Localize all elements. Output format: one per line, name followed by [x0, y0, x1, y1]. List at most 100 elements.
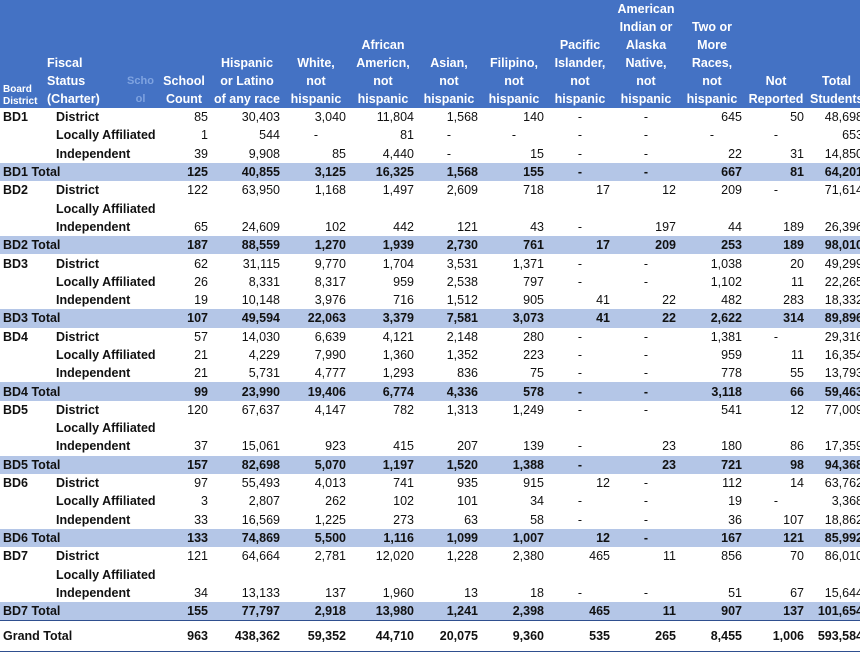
fiscal-status-cell: District — [56, 402, 100, 417]
value-cell: 209 — [613, 236, 679, 255]
value-cell: 22,265 — [824, 274, 860, 289]
value-cell: 653 — [842, 128, 860, 143]
fiscal-status-cell: District — [56, 329, 100, 344]
value-cell: - — [577, 256, 583, 271]
board-district-cell — [0, 126, 44, 144]
header-not-reported: Not Reported — [745, 0, 807, 108]
value-cell: - — [577, 402, 583, 417]
value-cell — [679, 419, 745, 437]
value-cell: 75 — [530, 366, 544, 381]
value-cell: 314 — [745, 309, 807, 328]
table-row: BD3 District 62 31,115 9,770 1,704 3,531 1,371 -… — [0, 254, 860, 272]
total-row: BD4 Total 99 23,990 19,406 6,774 4,336 578- -3,… — [0, 382, 860, 401]
value-cell: 1,313 — [446, 402, 478, 417]
value-cell: 30,403 — [241, 110, 280, 125]
value-cell: 3,118 — [679, 382, 745, 401]
row-label-cell: BD6 Total — [0, 528, 157, 548]
value-cell: 1,497 — [382, 183, 414, 198]
table-row: BD5 District 120 67,637 4,147 782 1,313 1,249 - -… — [0, 401, 860, 419]
value-cell: 107 — [783, 512, 804, 527]
value-cell: - — [577, 274, 583, 289]
value-cell: 541 — [721, 402, 742, 417]
value-cell: 2,609 — [446, 183, 478, 198]
header-school-count: School Count — [157, 0, 211, 108]
header-african-american: African Americn, not hispanic — [349, 0, 417, 108]
value-cell: 85,992 — [807, 528, 860, 548]
value-cell: 14 — [790, 476, 804, 491]
table-row: Independent 37 15,061 923 415 207 139 - 23 180 86 1… — [0, 437, 860, 455]
value-cell — [481, 419, 547, 437]
value-cell: - — [577, 494, 583, 509]
value-cell: 11 — [663, 549, 676, 564]
value-cell — [349, 199, 417, 217]
value-cell: 923 — [325, 439, 346, 454]
value-cell: 1,007 — [481, 528, 547, 548]
value-cell: 63,950 — [241, 183, 280, 198]
value-cell: 67,637 — [241, 402, 280, 417]
total-row: BD2 Total 187 88,559 1,270 1,939 2,730 761 17 20… — [0, 236, 860, 255]
value-cell: 23,990 — [211, 382, 283, 401]
value-cell: 4,121 — [382, 329, 414, 344]
header-row: Board District Fiscal Status (Charter) S… — [0, 0, 860, 108]
header-two-or-more: Two or More Races, not hispanic — [679, 0, 745, 108]
fiscal-status-cell: Independent — [56, 439, 131, 454]
value-cell: 262 — [325, 494, 346, 509]
value-cell: - — [547, 162, 613, 182]
value-cell: 465 — [547, 602, 613, 621]
value-cell: 63 — [464, 512, 478, 527]
fiscal-status-cell: Locally Affiliated — [56, 421, 156, 436]
value-cell: 102 — [325, 219, 346, 234]
board-district-cell: BD7 — [3, 549, 29, 564]
header-white: White, not hispanic — [283, 0, 349, 108]
value-cell: 593,584 — [807, 620, 860, 653]
value-cell: 39 — [194, 146, 208, 161]
value-cell: 24,609 — [241, 219, 280, 234]
value-cell: 2,148 — [446, 329, 478, 344]
value-cell: 1,512 — [446, 293, 478, 308]
value-cell: - — [643, 329, 649, 344]
value-cell: 12 — [790, 402, 804, 417]
value-cell: 41 — [547, 309, 613, 328]
value-cell: 209 — [721, 183, 742, 198]
header-faint-label: Scho ol — [124, 0, 157, 108]
value-cell: 836 — [457, 366, 478, 381]
fiscal-status-cell: Locally Affiliated — [56, 348, 156, 362]
value-cell: 7,581 — [417, 309, 481, 328]
value-cell: 3,976 — [314, 293, 346, 308]
board-district-cell — [0, 584, 44, 602]
value-cell: 70 — [790, 549, 804, 564]
value-cell: 94,368 — [807, 455, 860, 474]
value-cell: 3,531 — [446, 256, 478, 271]
table-body: BD1 District 85 30,403 3,040 11,804 1,568 140- -… — [0, 108, 860, 653]
value-cell: - — [643, 128, 649, 143]
value-cell: 2,538 — [446, 274, 478, 289]
value-cell: 915 — [523, 476, 544, 491]
value-cell: 1,197 — [349, 455, 417, 474]
total-row: BD3 Total 107 49,594 22,063 3,379 7,581 3,073 4… — [0, 309, 860, 328]
value-cell: 187 — [157, 236, 211, 255]
fiscal-status-cell: District — [56, 549, 100, 564]
value-cell: - — [577, 585, 583, 600]
value-cell: 2,781 — [314, 549, 346, 564]
value-cell: 31 — [790, 146, 804, 161]
fiscal-status-cell: Locally Affiliated — [56, 274, 156, 289]
board-district-cell — [0, 511, 44, 529]
value-cell: 64,201 — [807, 162, 860, 182]
value-cell: 1,704 — [382, 256, 414, 271]
value-cell: 12 — [547, 528, 613, 548]
value-cell: 907 — [679, 602, 745, 621]
total-row: BD5 Total 157 82,698 5,070 1,197 1,520 1,388-2… — [0, 455, 860, 474]
total-row: BD1 Total 125 40,855 3,125 16,325 1,568 155- -6… — [0, 162, 860, 182]
table-row: Locally Affiliated 3 2,807 262 102 101 34 - - 19 -… — [0, 492, 860, 510]
value-cell — [547, 199, 613, 217]
value-cell: 11 — [791, 348, 804, 362]
value-cell — [157, 419, 211, 437]
value-cell: 535 — [547, 620, 613, 653]
value-cell: 2,398 — [481, 602, 547, 621]
value-cell: 44,710 — [349, 620, 417, 653]
value-cell: 12 — [596, 476, 610, 491]
value-cell: 20,075 — [417, 620, 481, 653]
value-cell: - — [643, 110, 649, 125]
board-district-cell — [0, 346, 44, 364]
value-cell: - — [577, 329, 583, 344]
